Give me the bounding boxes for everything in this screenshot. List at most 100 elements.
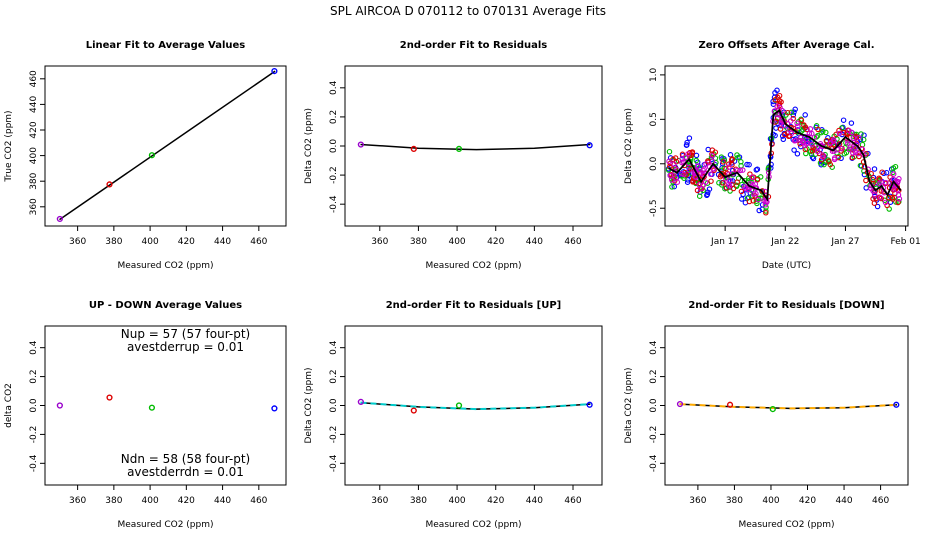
offset-point-magenta <box>671 161 677 167</box>
x-tick-label: 380 <box>726 496 743 506</box>
offset-point-red <box>798 117 805 124</box>
offset-point-green <box>763 208 769 214</box>
offset-point-red <box>886 194 892 201</box>
y-tick-label: -0.2 <box>29 426 39 444</box>
y-tick-label: 0.0 <box>329 139 339 154</box>
y-tick-label: 380 <box>29 172 39 189</box>
offset-point-magenta <box>700 167 706 174</box>
y-tick-label: 360 <box>29 198 39 215</box>
y-tick-label: 440 <box>29 96 39 113</box>
data-point-green <box>769 406 776 413</box>
x-axis-label: Measured CO2 (ppm) <box>426 520 522 530</box>
y-tick-label: 0.2 <box>329 369 339 383</box>
offset-point-magenta <box>679 159 685 166</box>
data-point-red <box>410 407 417 414</box>
offset-point-green <box>860 136 867 143</box>
offset-point-magenta <box>830 137 837 143</box>
offset-point-blue <box>874 203 881 210</box>
x-tick-label: 400 <box>448 237 465 247</box>
y-tick-label: -0.2 <box>329 426 339 444</box>
offset-point-red <box>827 161 834 168</box>
offset-point-magenta <box>751 191 757 197</box>
x-tick-label: Jan 27 <box>830 237 859 247</box>
x-tick-label: Jan 22 <box>770 237 799 247</box>
panel-title: 2nd-order Fit to Residuals [DOWN] <box>688 300 884 311</box>
offset-point-magenta <box>726 183 733 189</box>
offset-point-red <box>750 198 756 204</box>
offset-point-blue <box>773 125 779 131</box>
data-point-purple <box>357 398 364 405</box>
y-tick-label: -0.4 <box>329 454 339 472</box>
offset-point-green <box>666 148 673 155</box>
offset-point-magenta <box>673 175 679 181</box>
offset-point-magenta <box>855 150 861 157</box>
offset-point-blue <box>686 135 693 141</box>
offset-point-magenta <box>737 167 744 174</box>
offset-point-blue <box>705 189 711 195</box>
offset-point-red <box>868 170 874 177</box>
x-tick-label: 420 <box>178 237 195 247</box>
annotation-ndn: Ndn = 58 (58 four-pt) <box>121 452 250 466</box>
offset-point-magenta <box>811 134 818 140</box>
data-point-blue <box>586 142 593 149</box>
offset-point-magenta <box>838 145 845 152</box>
offset-point-green <box>696 193 703 199</box>
data-point-blue <box>271 68 278 75</box>
offset-point-magenta <box>707 171 714 178</box>
x-tick-label: 440 <box>214 237 231 247</box>
data-point-purple <box>56 402 63 409</box>
offset-point-magenta <box>847 144 854 150</box>
offset-point-blue <box>684 179 691 185</box>
offset-point-magenta <box>850 150 856 156</box>
offset-point-blue <box>683 142 690 148</box>
offset-point-magenta <box>788 130 795 137</box>
offset-point-red <box>738 188 745 195</box>
offset-point-green <box>823 129 829 136</box>
offset-point-magenta <box>820 154 826 160</box>
offset-point-red <box>889 194 895 201</box>
x-axis-label: Measured CO2 (ppm) <box>118 261 214 271</box>
offset-point-blue <box>772 132 778 139</box>
x-tick-label: 440 <box>526 237 543 247</box>
offset-point-magenta <box>698 185 704 192</box>
offset-point-red <box>712 149 719 155</box>
offset-point-red <box>778 99 784 105</box>
offset-point-magenta <box>876 180 882 187</box>
y-tick-label: -0.2 <box>329 166 339 184</box>
offset-point-magenta <box>791 138 798 144</box>
offset-point-blue <box>756 207 762 214</box>
offset-point-red <box>871 200 878 206</box>
panel-5: 2nd-order Fit to Residuals [UP] Measured … <box>304 300 603 530</box>
annotation-nup: Nup = 57 (57 four-pt) <box>121 327 250 341</box>
offset-point-green <box>821 161 827 168</box>
offset-point-magenta <box>850 135 857 141</box>
x-tick-label: 400 <box>762 496 779 506</box>
y-tick-label: 0.0 <box>329 398 339 413</box>
offset-point-blue <box>794 151 801 157</box>
plot-frame <box>44 65 287 227</box>
main-title: SPL AIRCOA D 070112 to 070131 Average Fi… <box>330 4 606 18</box>
offset-point-green <box>763 204 769 210</box>
offset-point-magenta <box>846 146 853 153</box>
offset-point-green <box>741 177 748 184</box>
data-point-green <box>455 145 463 153</box>
offset-point-blue <box>780 136 787 143</box>
x-tick-label: 380 <box>105 237 122 247</box>
x-tick-label: 360 <box>689 496 706 506</box>
y-tick-label: -0.2 <box>649 426 659 444</box>
offset-point-magenta <box>856 134 862 141</box>
offset-point-red <box>729 182 735 188</box>
data-point-green <box>455 402 463 409</box>
offset-point-blue <box>684 139 690 146</box>
x-tick-label: 360 <box>69 237 86 247</box>
x-tick-label: 420 <box>487 496 504 506</box>
offset-point-red <box>863 177 869 184</box>
offset-point-red <box>772 96 779 103</box>
offset-point-green <box>843 149 850 156</box>
data-point-red <box>106 394 113 401</box>
y-tick-label: 420 <box>29 121 39 138</box>
offset-point-blue <box>791 109 797 115</box>
offset-point-green <box>669 184 675 190</box>
x-tick-label: 460 <box>250 496 267 506</box>
annotation-avestderrup: avestderrup = 0.01 <box>127 340 244 354</box>
